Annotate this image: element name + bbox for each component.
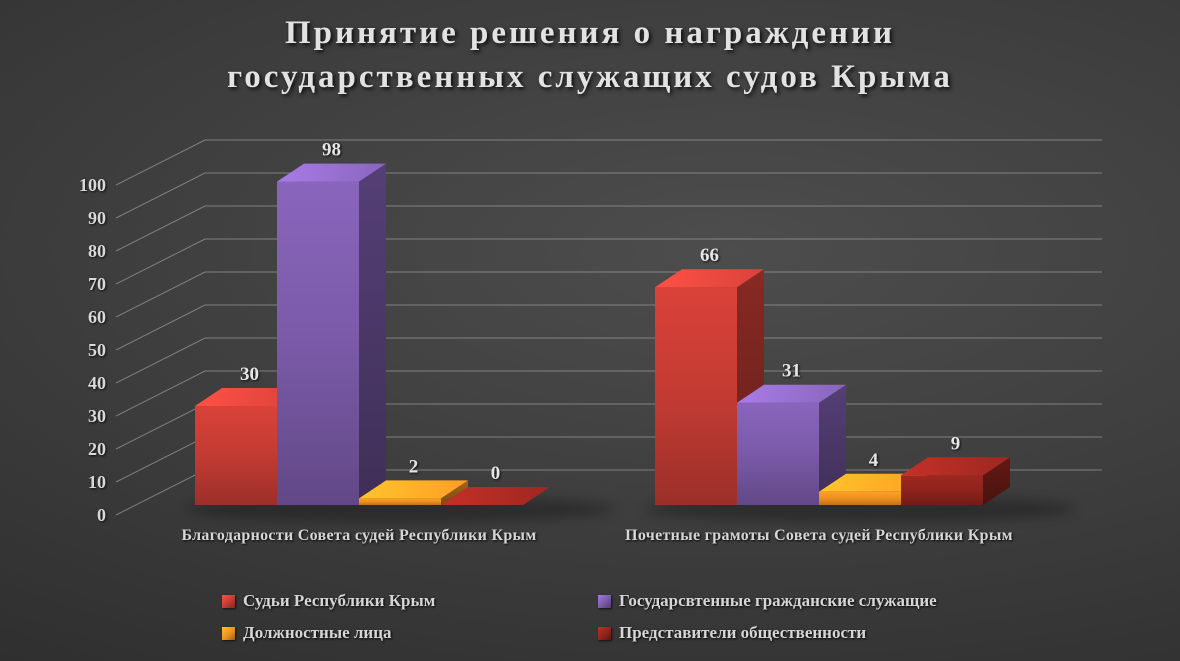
y-tick-label-10: 10 (88, 472, 106, 492)
gridline-80 (115, 205, 1102, 252)
bar-top-s1-c2 (655, 269, 764, 288)
bar-top-s3-c2 (819, 473, 928, 492)
bar-front-s3-c2 (819, 491, 901, 505)
y-tick-label-40: 40 (88, 373, 106, 393)
bar-top-s4-c1 (441, 487, 550, 505)
bar-front-s4-c2 (901, 475, 983, 505)
gridline-100 (115, 139, 1102, 186)
y-tick-label-60: 60 (88, 307, 106, 327)
y-tick-label-90: 90 (88, 208, 106, 228)
category-label-1: Благодарности Совета судей Республики Кр… (181, 527, 537, 544)
bar-value-label-s3-c2: 4 (869, 450, 879, 471)
chart-title-line2: государственных служащих судов Крыма (227, 58, 953, 95)
bar-top-s2-c2 (737, 384, 846, 403)
bar-value-label-s4-c2: 9 (951, 433, 961, 454)
gridline-50 (115, 304, 1102, 351)
gridline-30 (115, 370, 1102, 417)
bar-front-s2-c2 (737, 402, 819, 505)
legend-item-4: Представители общественности (598, 623, 866, 643)
y-tick-label-70: 70 (88, 274, 106, 294)
legend-swatch-red (222, 594, 235, 608)
bar-value-label-s1-c2: 66 (700, 245, 719, 266)
y-tick-label-50: 50 (88, 340, 106, 360)
legend-item-1: Судьи Республики Крым (222, 591, 435, 611)
y-tick-label-20: 20 (88, 439, 106, 459)
gridline-90 (115, 172, 1102, 219)
bar-value-label-s2-c2: 31 (782, 361, 801, 382)
legend-swatch-orange (222, 626, 235, 640)
bar-front-s3-c1 (359, 498, 441, 505)
gridline-60 (115, 271, 1102, 318)
bar-front-s1-c1 (195, 406, 277, 505)
chart-title-line1: Принятие решения о награждении (284, 15, 896, 51)
bar-side-s4-c2 (983, 457, 1010, 505)
legend-swatch-darkred (598, 626, 611, 640)
legend-item-2: Государсвтенные гражданские служащие (598, 591, 937, 611)
legend-label-3: Должностные лица (243, 623, 392, 642)
y-tick-label-100: 100 (79, 175, 106, 195)
bar-value-label-s1-c1: 30 (240, 364, 259, 385)
legend-label-1: Судьи Республики Крым (243, 591, 436, 610)
y-tick-label-80: 80 (88, 241, 106, 261)
chart-title: Принятие решения о награждении государст… (0, 12, 1180, 99)
bar-top-s1-c1 (195, 388, 304, 406)
y-tick-label-30: 30 (88, 406, 106, 426)
bar-front-s1-c2 (655, 287, 737, 505)
bar-top-s3-c1 (359, 480, 468, 499)
legend-item-3: Должностные лица (222, 623, 392, 643)
gridline-70 (115, 238, 1102, 285)
bar-value-label-s2-c1: 98 (322, 140, 341, 161)
bar-side-s2-c1 (359, 163, 386, 505)
bar-value-label-s3-c1: 2 (409, 456, 419, 477)
bar-side-s2-c2 (819, 384, 846, 505)
bar-front-s2-c1 (277, 181, 359, 505)
bar-top-s4-c2 (901, 457, 1010, 476)
bar-side-s3-c1 (441, 480, 468, 505)
legend-label-2: Государсвтенные гражданские служащие (619, 591, 937, 610)
legend-label-4: Представители общественности (619, 623, 867, 642)
gridline-40 (115, 337, 1102, 384)
legend-swatch-purple (598, 594, 611, 608)
category-label-2: Почетные грамоты Совета судей Республики… (625, 527, 1013, 544)
y-tick-label-0: 0 (97, 505, 106, 525)
bar-top-s2-c1 (277, 163, 386, 182)
bar-value-label-s4-c1: 0 (491, 463, 501, 484)
